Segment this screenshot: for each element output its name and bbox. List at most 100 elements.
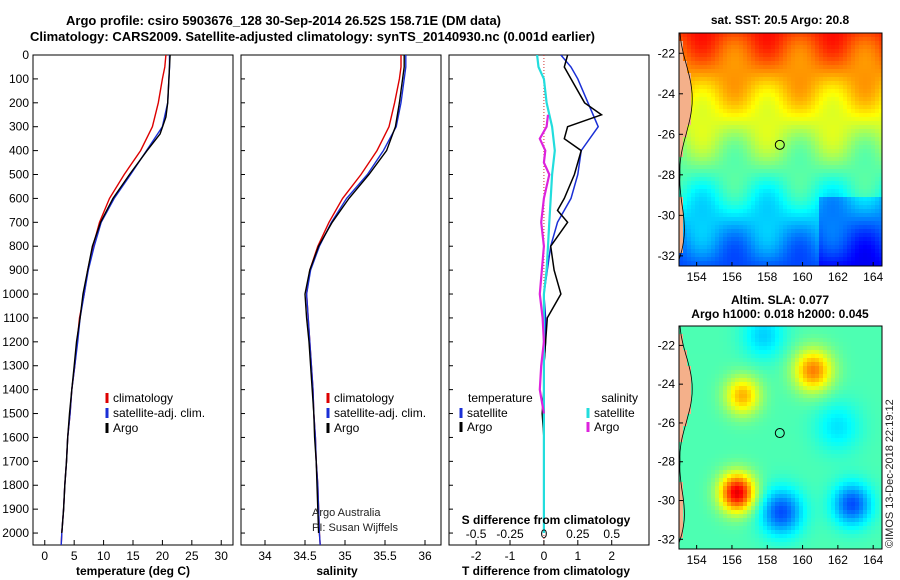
heatmap-cell [763,193,768,198]
heatmap-cell [879,370,882,375]
heatmap-cell [819,181,824,186]
heatmap-cell [835,245,840,250]
legend-entry: Argo [334,421,360,435]
heatmap-cell [679,221,684,226]
salinity-tick-labels: 34 34.5 35 35.5 36 [241,54,432,563]
heatmap-cell [851,422,856,427]
heatmap-cell [795,398,800,403]
heatmap-cell [735,133,740,138]
heatmap-cell [751,446,756,451]
heatmap-cell [699,89,704,94]
heatmap-cell [751,257,756,262]
heatmap-cell [735,197,740,202]
heatmap-cell [835,402,840,407]
heatmap-cell [835,237,840,242]
heatmap-cell [795,382,800,387]
heatmap-cell [827,438,832,443]
heatmap-cell [835,105,840,110]
heatmap-cell [795,410,800,415]
heatmap-cell [743,430,748,435]
heatmap-cell [859,326,864,331]
heatmap-cell [743,406,748,411]
heatmap-cell [747,57,752,62]
heatmap-cell [707,125,712,130]
heatmap-cell [735,181,740,186]
heatmap-cell [807,37,812,42]
heatmap-cell [767,237,772,242]
heatmap-cell [711,454,716,459]
heatmap-cell [839,213,844,218]
heatmap-cell [827,454,832,459]
heatmap-cell [779,129,784,134]
salinity-tick-label: 34.5 [293,549,317,563]
heatmap-cell [815,157,820,162]
heatmap-cell [711,438,716,443]
heatmap-cell [815,225,820,230]
heatmap-cell [823,45,828,50]
heatmap-cell [799,205,804,210]
heatmap-cell [679,233,684,238]
heatmap-cell [783,233,788,238]
heatmap-cell [791,157,796,162]
heatmap-cell [731,338,736,343]
heatmap-cell [863,213,868,218]
heatmap-cell [807,89,812,94]
heatmap-cell [867,422,872,427]
heatmap-cell [871,245,876,250]
heatmap-cell [787,65,792,70]
heatmap-cell [879,117,882,122]
heatmap-cell [843,185,848,190]
heatmap-cell [791,213,796,218]
heatmap-cell [683,93,688,98]
heatmap-cell [719,346,724,351]
heatmap-cell [727,454,732,459]
heatmap-cell [823,85,828,90]
heatmap-cell [807,374,812,379]
heatmap-cell [683,213,688,218]
heatmap-cell [863,418,868,423]
heatmap-cell [719,117,724,122]
heatmap-cell [751,350,756,355]
heatmap-cell [775,414,780,419]
heatmap-cell [727,149,732,154]
heatmap-cell [843,237,848,242]
heatmap-cell [763,406,768,411]
heatmap-cell [863,225,868,230]
heatmap-cell [815,442,820,447]
heatmap-cell [859,65,864,70]
heatmap-cell [783,61,788,66]
heatmap-cell [839,137,844,142]
heatmap-cell [735,382,740,387]
heatmap-cell [799,430,804,435]
heatmap-cell [679,414,684,419]
heatmap-cell [795,161,800,166]
heatmap-cell [831,382,836,387]
heatmap-cell [747,354,752,359]
heatmap-cell [771,434,776,439]
heatmap-cell [759,350,764,355]
heatmap-cell [879,37,882,42]
heatmap-cell [767,225,772,230]
heatmap-cell [747,185,752,190]
heatmap-cell [823,354,828,359]
heatmap-cell [767,382,772,387]
heatmap-cell [727,382,732,387]
heatmap-cell [739,161,744,166]
heatmap-cell [783,338,788,343]
heatmap-cell [767,438,772,443]
heatmap-cell [859,382,864,387]
heatmap-cell [787,201,792,206]
heatmap-cell [715,362,720,367]
heatmap-cell [683,326,688,331]
heatmap-cell [707,458,712,463]
heatmap-cell [859,97,864,102]
heatmap-cell [679,386,684,391]
heatmap-cell [835,153,840,158]
heatmap-cell [875,193,880,198]
heatmap-cell [723,446,728,451]
heatmap-cell [863,121,868,126]
heatmap-cell [871,237,876,242]
heatmap-cell [827,338,832,343]
heatmap-cell [687,61,692,66]
temperature-tick-label: 15 [126,549,140,563]
